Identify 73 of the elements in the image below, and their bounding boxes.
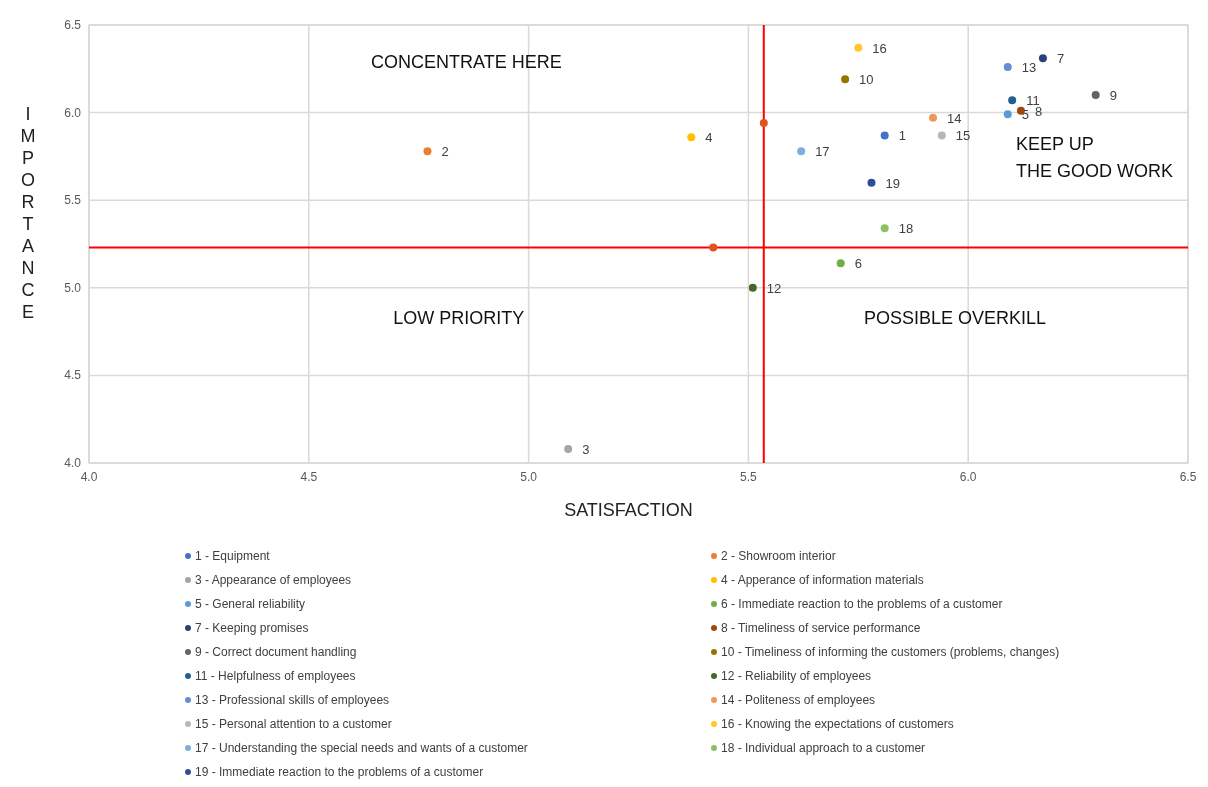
point (423, 147, 432, 156)
legend-label: 13 - Professional skills of employees (195, 693, 390, 707)
annotation: 17 (815, 144, 830, 160)
annotation: 2 (441, 144, 449, 160)
annotation: 18 (898, 221, 914, 237)
point (1003, 63, 1012, 72)
y-tick-label: 5.5 (64, 193, 82, 208)
point (867, 178, 876, 187)
annotation: 1 (898, 128, 906, 144)
annotation: 15 (955, 128, 971, 144)
annotation: KEEP UP THE GOOD WORK (1016, 134, 1173, 181)
point (564, 444, 573, 453)
annotation: 6 (854, 256, 862, 272)
x-tick-label: 4.0 (80, 470, 98, 484)
x-tick-label: 6.0 (959, 470, 977, 484)
point (854, 43, 863, 52)
point (709, 243, 718, 252)
point (1003, 110, 1012, 119)
point (687, 133, 696, 142)
annotation: 7 (1056, 51, 1065, 67)
y-tick-label: 5.0 (64, 280, 82, 295)
annotation: 12 (766, 280, 782, 296)
y-tick-label: 6.5 (64, 18, 82, 32)
point (836, 259, 845, 268)
legend-label: 2 - Showroom interior (721, 549, 836, 563)
annotation: 19 (885, 175, 900, 191)
legend-label: 3 - Appearance of employees (195, 573, 352, 587)
legend-label: 18 - Individual approach to a customer (721, 741, 926, 755)
annotation: 16 (872, 40, 887, 56)
y-tick-label: 6.0 (64, 105, 82, 120)
legend-label: 1 - Equipment (195, 549, 271, 563)
legend-label: 7 - Keeping promises (195, 621, 309, 635)
annotation: 13 (1021, 60, 1037, 76)
legend-label: 14 - Politeness of employees (721, 693, 876, 707)
legend-label: 17 - Understanding the special needs and wants of a customer (195, 741, 528, 755)
text: IMPORTANCE (20, 104, 36, 322)
y-tick-label: 4.0 (64, 456, 82, 470)
point (929, 113, 938, 122)
annotation: 4 (705, 130, 713, 146)
legend-label: 6 - Immediate reaction to the problems of a customer (721, 597, 1003, 611)
point (880, 224, 889, 233)
legend-label: 4 - Apperance of information materials (721, 573, 924, 587)
point (1091, 91, 1100, 100)
point (1038, 54, 1047, 63)
annotation: CONCENTRATE HERE (371, 52, 562, 72)
point (797, 147, 806, 156)
x-axis-title: SATISFACTION (564, 500, 693, 520)
y-tick-label: 4.5 (64, 368, 82, 383)
legend-label: 19 - Immediate reaction to the problems of a customer (195, 765, 484, 779)
x-tick-label: 6.5 (1179, 470, 1197, 484)
annotation: 3 (582, 441, 590, 457)
legend-label: 5 - General reliability (195, 597, 306, 611)
x-tick-label: 5.5 (740, 470, 758, 484)
legend-label: 11 - Helpfulness of employees (195, 669, 356, 683)
legend-label: 10 - Timeliness of informing the customers (problems, changes) (721, 645, 1060, 659)
annotation: LOW PRIORITY (393, 308, 525, 328)
legend-label: 8 - Timeliness of service performance (721, 621, 921, 635)
point (880, 131, 889, 140)
annotation: 14 (947, 110, 962, 126)
annotation: 9 (1109, 88, 1117, 104)
legend-label: 15 - Personal attention to a customer (195, 717, 392, 731)
legend-label: 9 - Correct document handling (195, 645, 357, 659)
x-tick-label: 4.5 (300, 470, 318, 484)
x-tick-label: 5.0 (520, 470, 538, 484)
point (748, 283, 757, 292)
legend-label: 16 - Knowing the expectations of customers (721, 717, 954, 731)
point (937, 131, 946, 140)
annotation: 10 (859, 72, 874, 88)
legend-label: 12 - Reliability of employees (721, 669, 872, 683)
point (759, 119, 768, 128)
point (841, 75, 850, 84)
annotation: POSSIBLE OVERKILL (863, 308, 1047, 328)
point (1008, 96, 1017, 105)
